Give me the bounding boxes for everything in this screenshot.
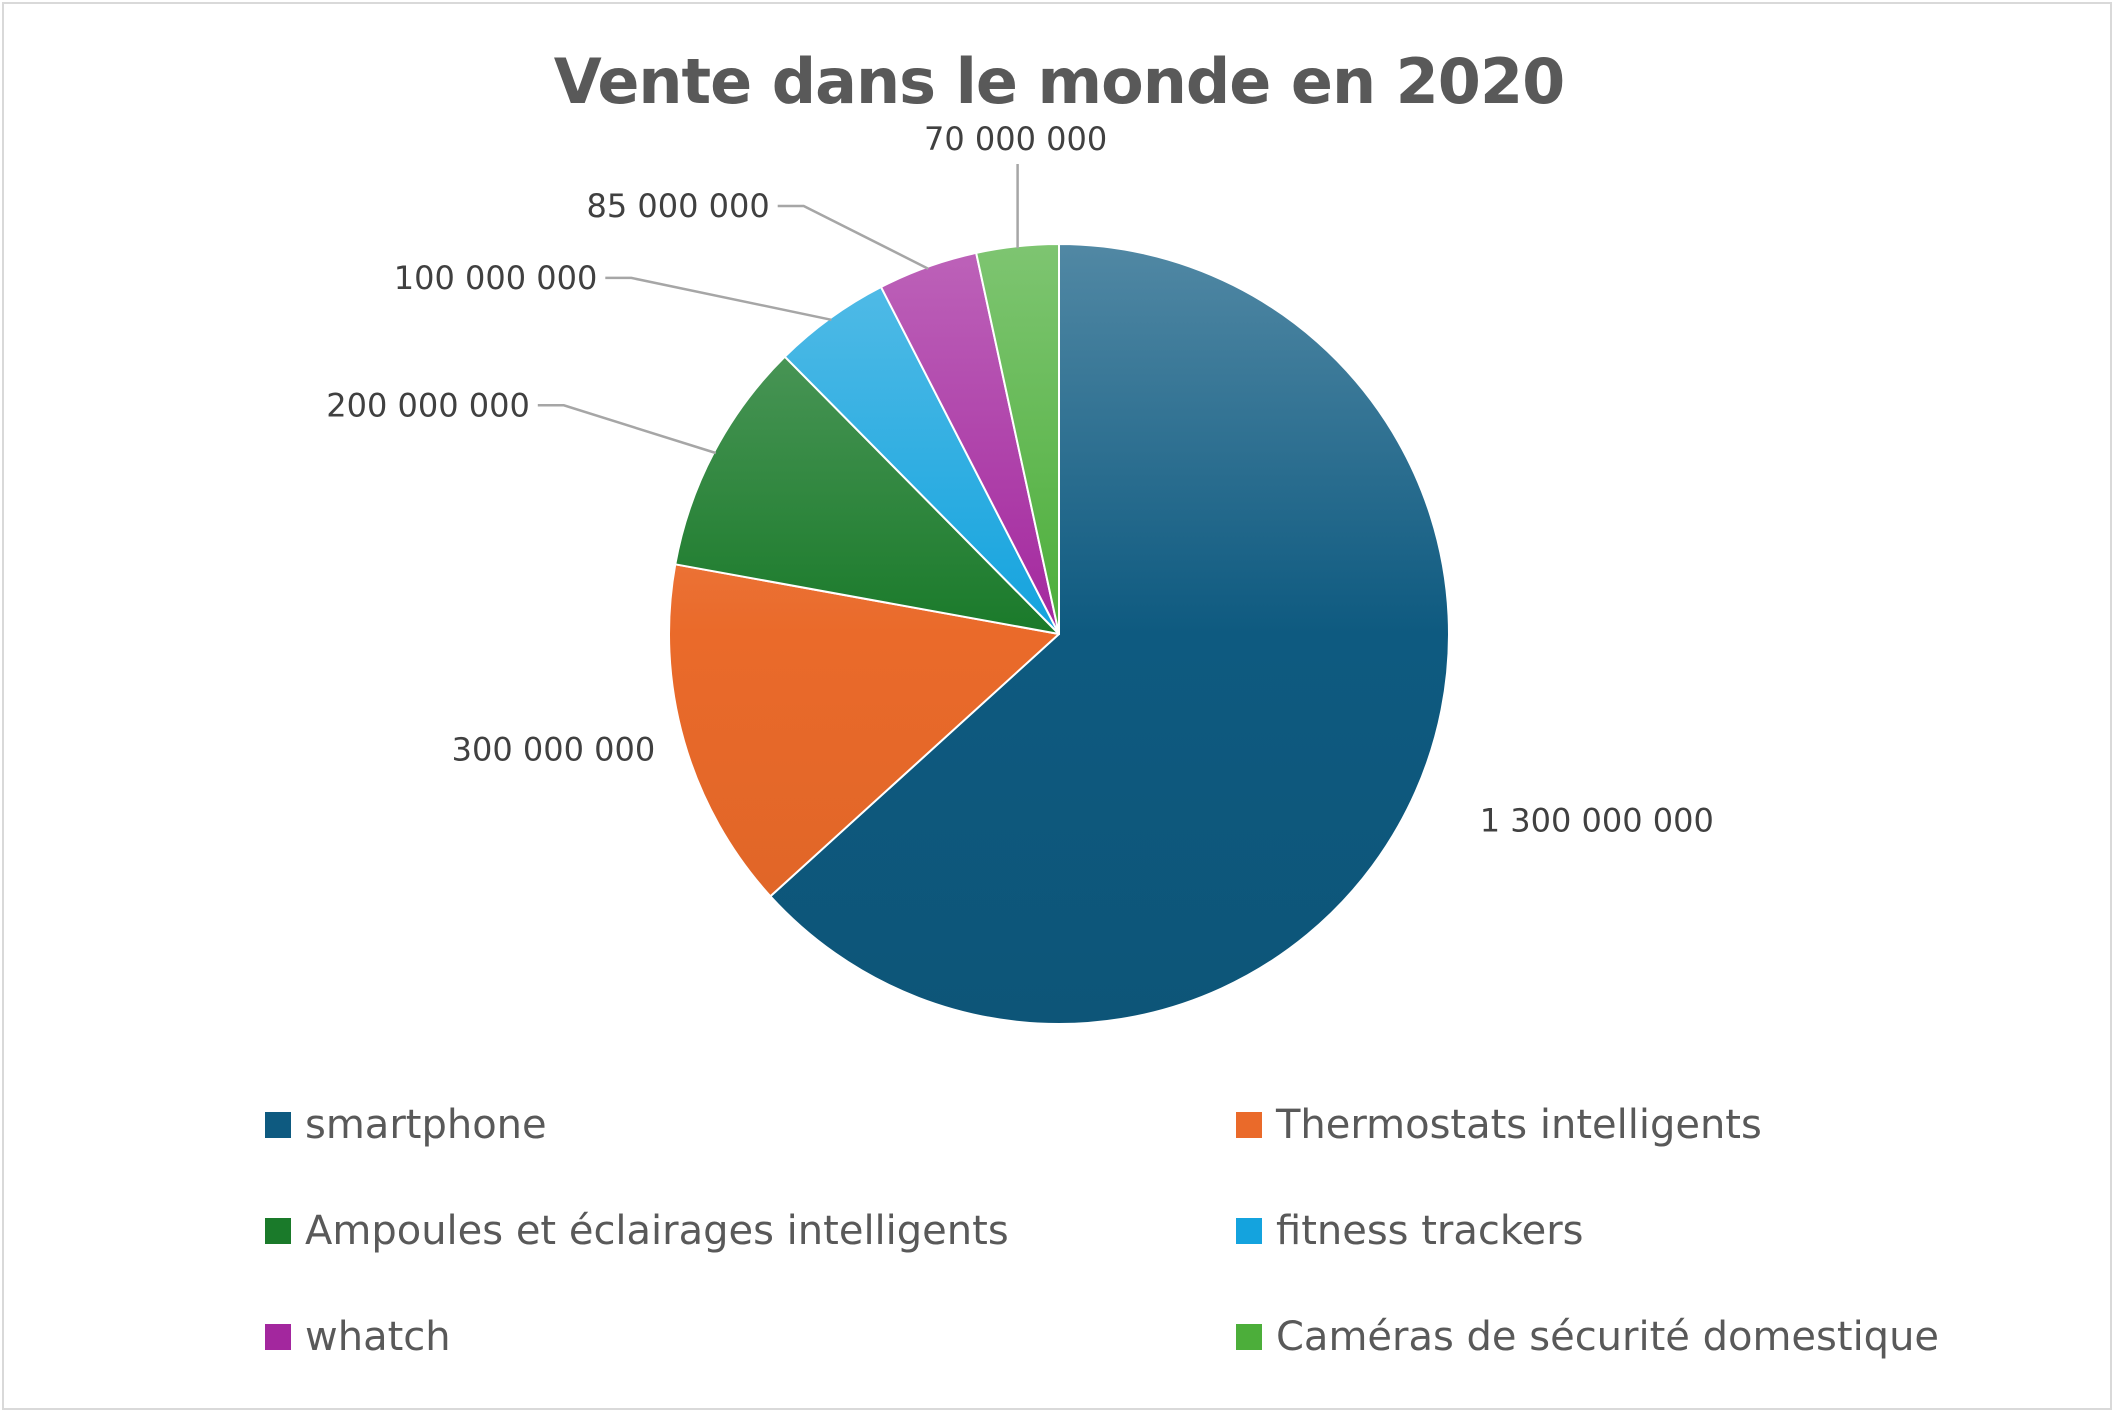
legend-swatch-smartphone — [265, 1112, 291, 1138]
data-labels: 1 300 000 000 300 000 000 200 000 000 100 0… — [326, 120, 1714, 839]
data-label-fitness-trackers: 100 000 000 — [394, 259, 598, 297]
pie-slice-smartphone — [769, 243, 1450, 1025]
leader-line-whatch — [777, 204, 929, 270]
legend-item-whatch: whatch — [265, 1314, 451, 1360]
legend-swatch-ampoules-et-eclairages-intelligents — [265, 1218, 291, 1244]
leader-line-fitness-trackers — [605, 276, 832, 322]
legend-label-smartphone: smartphone — [305, 1102, 547, 1148]
data-label-cameras-de-securite-domestique: 70 000 000 — [924, 120, 1107, 158]
legend-swatch-thermostats-intelligents — [1236, 1112, 1262, 1138]
pie-slice-thermostats-intelligents — [668, 563, 1060, 898]
data-label-thermostats-intelligents: 300 000 000 — [452, 730, 656, 768]
legend-label-whatch: whatch — [305, 1314, 451, 1360]
data-label-smartphone: 1 300 000 000 — [1480, 801, 1714, 839]
chart-title: Vente dans le monde en 2020 — [554, 45, 1564, 118]
legend-item-fitness-trackers: fitness trackers — [1236, 1208, 1584, 1254]
pie-slices — [668, 243, 1450, 1025]
legend-swatch-cameras-de-securite-domestique — [1236, 1324, 1262, 1350]
legend: smartphone Thermostats intelligents Ampoul… — [265, 1102, 1939, 1360]
legend-item-thermostats-intelligents: Thermostats intelligents — [1236, 1102, 1762, 1148]
legend-item-cameras-de-securite-domestique: Caméras de sécurité domestique — [1236, 1314, 1939, 1360]
legend-label-cameras-de-securite-domestique: Caméras de sécurité domestique — [1276, 1314, 1939, 1360]
legend-item-ampoules-et-eclairages-intelligents: Ampoules et éclairages intelligents — [265, 1208, 1009, 1254]
legend-label-ampoules-et-eclairages-intelligents: Ampoules et éclairages intelligents — [305, 1208, 1009, 1254]
leader-line-ampoules-et-eclairages-intelligents — [537, 404, 717, 455]
legend-swatch-whatch — [265, 1324, 291, 1350]
legend-label-thermostats-intelligents: Thermostats intelligents — [1275, 1102, 1762, 1148]
leader-lines — [537, 164, 1019, 455]
data-label-ampoules-et-eclairages-intelligents: 200 000 000 — [326, 387, 530, 425]
legend-swatch-fitness-trackers — [1236, 1218, 1262, 1244]
legend-label-fitness-trackers: fitness trackers — [1276, 1208, 1584, 1254]
data-label-whatch: 85 000 000 — [586, 187, 769, 225]
legend-item-smartphone: smartphone — [265, 1102, 547, 1148]
